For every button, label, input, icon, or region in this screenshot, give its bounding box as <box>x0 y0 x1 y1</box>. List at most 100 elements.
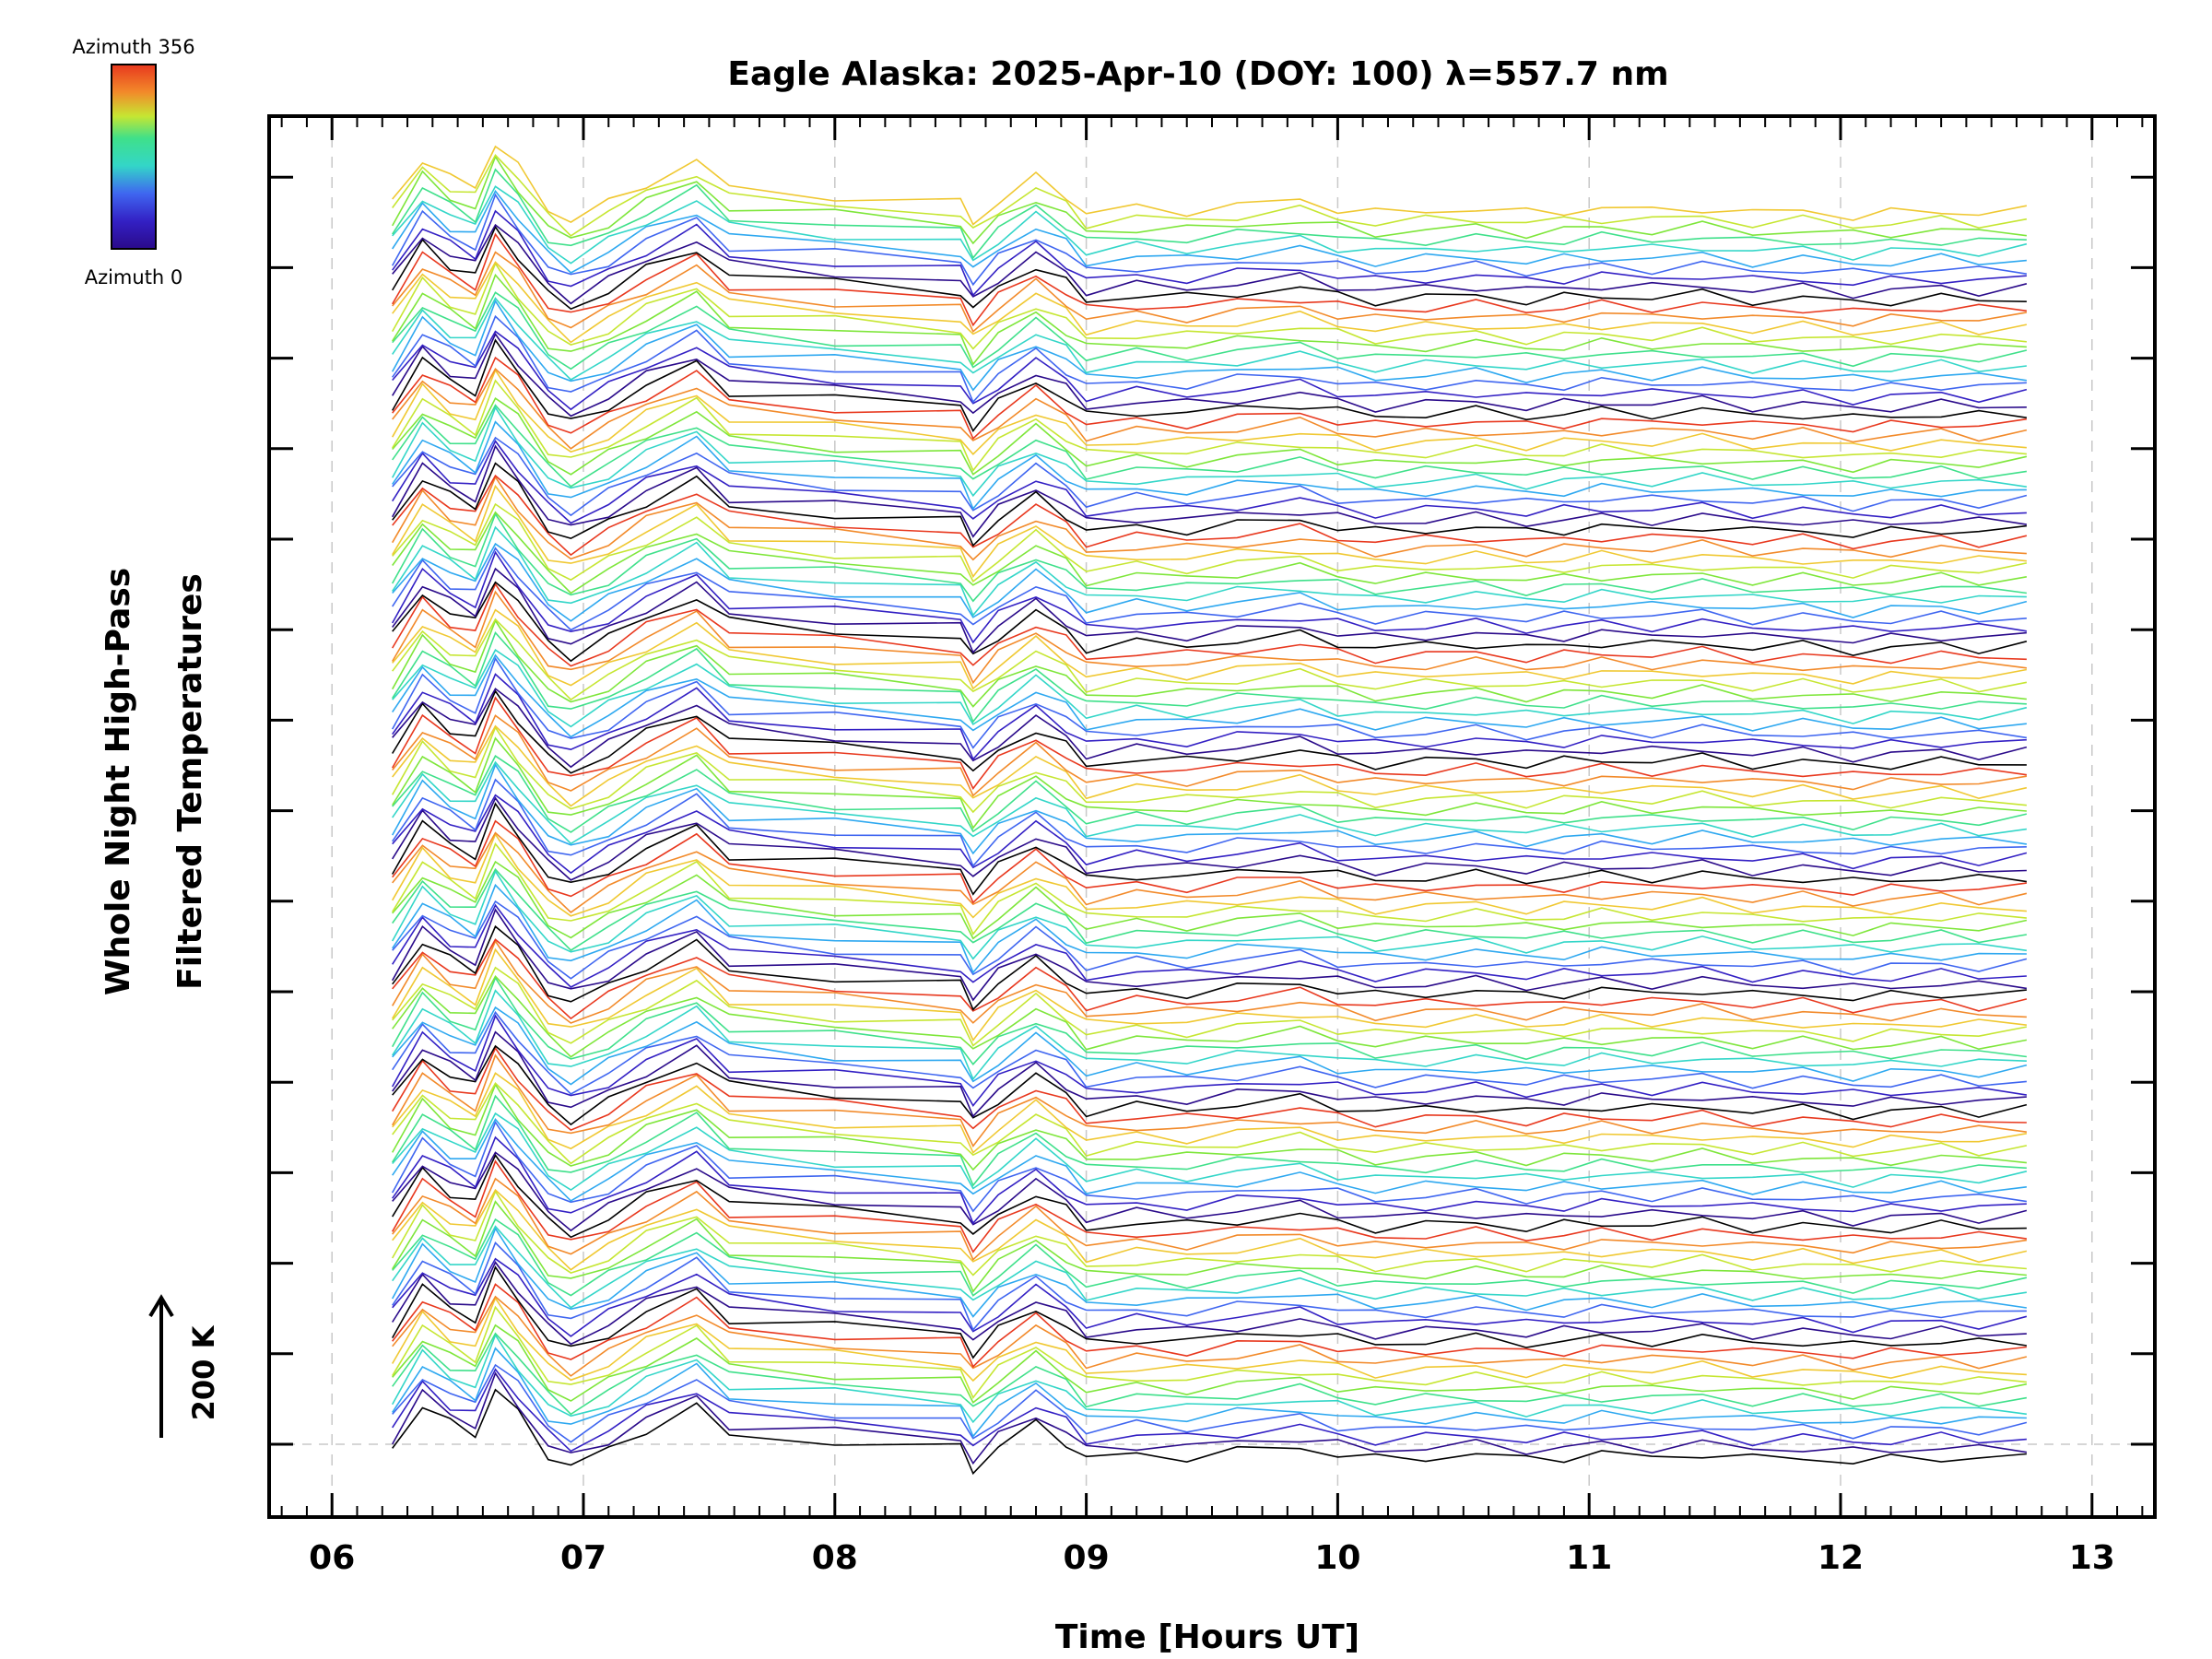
series-line <box>392 542 2028 622</box>
series-line <box>392 232 2028 327</box>
series-line <box>392 1094 2027 1187</box>
series-line <box>392 567 2027 654</box>
series-line <box>392 736 2027 830</box>
series-line <box>392 512 2028 603</box>
series-line <box>392 1295 2028 1377</box>
series-line <box>392 618 2028 701</box>
series-line <box>391 406 2028 498</box>
series-line <box>392 974 2028 1058</box>
colorbar-top-label: Azimuth 356 <box>72 36 194 58</box>
series-line <box>392 976 2027 1065</box>
series-line <box>392 1218 2028 1297</box>
series-line <box>392 1189 2027 1277</box>
series-line <box>392 1283 2027 1369</box>
series-line <box>392 209 2027 297</box>
series-line <box>392 154 2028 237</box>
series-line <box>392 1347 2027 1438</box>
series-line <box>392 436 2028 517</box>
series-line <box>392 760 2028 845</box>
series-line <box>392 444 2028 538</box>
series-line <box>392 582 2027 667</box>
series-line <box>392 966 2028 1047</box>
series-line <box>392 649 2028 728</box>
series-line <box>392 330 2028 411</box>
series-line <box>392 155 2028 245</box>
azimuth-colorbar <box>111 64 157 250</box>
series-line <box>392 1265 2028 1359</box>
series-line <box>392 860 2028 940</box>
series-line <box>392 725 2027 814</box>
series-line <box>392 900 2028 980</box>
series-line <box>392 1333 2028 1424</box>
series-line <box>392 1014 2028 1108</box>
series-line <box>392 168 2027 260</box>
series-line <box>392 1296 2027 1382</box>
series-line <box>392 1053 2028 1148</box>
series-line <box>392 291 2028 371</box>
series-line <box>392 1030 2027 1118</box>
series-line <box>392 1261 2027 1346</box>
x-tick-label: 11 <box>1566 1539 1612 1577</box>
series-line <box>392 1225 2028 1309</box>
x-tick-label: 12 <box>1818 1539 1864 1577</box>
series-line <box>391 1120 2028 1213</box>
series-line <box>392 225 2027 311</box>
series-line <box>392 1046 2027 1132</box>
series-line <box>392 1010 2027 1095</box>
series-line <box>392 462 2027 547</box>
series-line <box>392 547 2027 631</box>
series-line <box>391 299 2028 392</box>
series-line <box>392 1177 2028 1262</box>
series-line <box>392 608 2028 690</box>
series-line <box>392 653 2027 738</box>
series-line <box>391 1227 2028 1318</box>
series-line <box>392 379 2027 473</box>
series-line <box>392 819 2028 904</box>
series-line <box>391 656 2028 749</box>
series-line <box>392 1153 2027 1239</box>
series-line <box>392 755 2028 833</box>
series-line <box>392 673 2027 761</box>
colorbar-bottom-label: Azimuth 0 <box>85 266 183 288</box>
series-line <box>392 883 2027 974</box>
series-line <box>392 1371 2028 1465</box>
series-line <box>392 476 2027 561</box>
scale-bar-label: 200 K <box>186 1324 221 1420</box>
series-line <box>392 1363 2028 1443</box>
series-line <box>392 1257 2028 1337</box>
series-line <box>392 145 2028 226</box>
series-line <box>392 618 2027 708</box>
series-line <box>392 368 2028 450</box>
series-line <box>392 251 2028 334</box>
series-line <box>392 356 2028 441</box>
series-line <box>392 867 2028 952</box>
series-line <box>392 794 2028 875</box>
series-line <box>392 1200 2027 1293</box>
x-tick-label: 08 <box>812 1539 858 1577</box>
series-line <box>391 869 2028 960</box>
x-tick-label: 09 <box>1064 1539 1110 1577</box>
series-line <box>392 908 2028 1002</box>
series-line <box>392 1332 2028 1416</box>
series-line <box>392 525 2027 618</box>
series-line <box>392 924 2027 1011</box>
series-line <box>392 796 2027 881</box>
series-line <box>392 724 2028 807</box>
series-line <box>392 841 2027 936</box>
series-line <box>391 763 2028 855</box>
series-line <box>392 689 2027 774</box>
series-line <box>392 1083 2027 1171</box>
series-line <box>392 1159 2028 1253</box>
series-line <box>392 1324 2028 1405</box>
series-line <box>392 440 2027 524</box>
series-line <box>392 590 2028 685</box>
series-line <box>392 1072 2028 1154</box>
y-axis-label-line2: Filtered Temperatures <box>171 573 209 990</box>
series-line <box>392 696 2028 791</box>
series-line <box>392 1006 2028 1086</box>
series-line <box>392 802 2028 896</box>
y-axis-label-line1: Whole Night High-Pass <box>100 568 137 995</box>
series-line <box>392 581 2028 663</box>
x-tick-label: 13 <box>2069 1539 2115 1577</box>
